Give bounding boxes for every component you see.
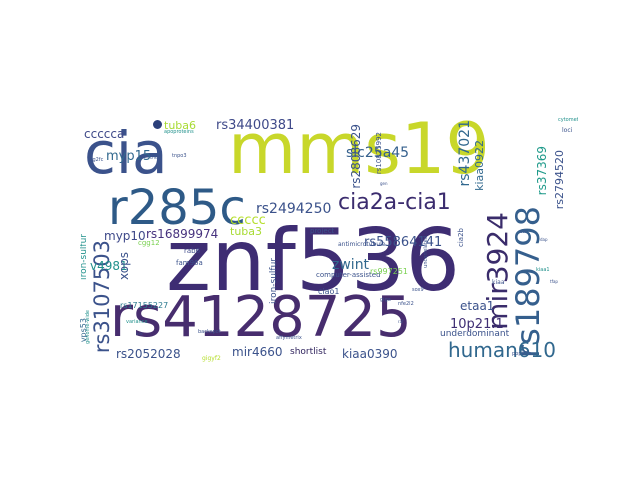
word-21: ccccc (230, 213, 266, 228)
word-73: lfa (256, 299, 261, 304)
word-54: log2fc (88, 157, 104, 163)
word-63: affymetrix (276, 335, 302, 341)
word-24: rs16899974 (146, 227, 219, 241)
word-22: tuba3 (230, 225, 263, 238)
word-1: mms19 (228, 110, 490, 190)
word-43: computer-assisted (316, 271, 381, 279)
word-7: cia2a-cia1 (338, 190, 451, 215)
word-28: xops (117, 252, 131, 280)
word-74: raf (398, 319, 404, 324)
word-42: iron-sulfur (269, 258, 279, 304)
word-9: rs3107503 (90, 240, 114, 354)
word-25: rs55864141 (364, 235, 443, 250)
word-67: cns (150, 155, 157, 160)
word-70: tfap (550, 279, 558, 284)
word-41: fam96a (176, 259, 203, 267)
word-55: apoproteins (164, 129, 194, 135)
word-34: underdominant (440, 329, 510, 339)
word-65: gigyf2 (202, 355, 221, 362)
word-40: rab6 (184, 247, 201, 255)
word-12: slc25a45 (346, 145, 410, 161)
word-57: cytometrie (558, 117, 578, 123)
word-58: loci (562, 127, 573, 134)
word-19: rs37369 (535, 146, 549, 196)
word-3: cia (84, 119, 168, 187)
word-61: variance (126, 319, 148, 325)
word-29: etaa1 (460, 299, 495, 313)
word-13: myp15 (106, 149, 152, 164)
word-14: ccccca (84, 127, 125, 141)
word-48: project (310, 227, 335, 235)
word-45: ciao1 (318, 287, 340, 296)
word-38: rs17155227 (120, 301, 169, 310)
word-62: backspot (198, 329, 221, 335)
word-23: myp10 (104, 229, 146, 243)
word-49: rs10825992 (375, 132, 383, 175)
word-39: cgg12 (138, 239, 160, 247)
word-11: rs34400381 (216, 118, 295, 133)
word-16: rs2808629 (349, 124, 363, 189)
word-50: giga (380, 297, 391, 303)
word-44: rs997251 (370, 267, 408, 276)
word-32: mir4660 (232, 345, 283, 359)
word-36: iron-sulfur (80, 234, 89, 280)
word-8: human610 (448, 338, 556, 362)
word-64: pppir3b (512, 351, 532, 357)
decorative-dot (153, 120, 162, 129)
word-27: v4981 (90, 259, 128, 273)
word-0: znf536 (166, 211, 461, 311)
word-53: uncorrelated (423, 236, 429, 268)
word-20: rs2794520 (553, 150, 566, 210)
word-5: rs189798 (509, 206, 547, 358)
word-69: dap (540, 237, 548, 242)
word-68: ccs (520, 229, 527, 234)
word-52: sox9 (412, 287, 424, 293)
word-33: kiaa0390 (342, 347, 398, 361)
word-46: antimicrotubule (338, 241, 386, 248)
word-72: gen (380, 181, 388, 186)
word-18: kiaa0922 (473, 140, 486, 191)
word-51: nfe2l2 (398, 301, 414, 307)
word-31: rs2052028 (116, 347, 181, 361)
word-35: shortlist (290, 347, 327, 357)
word-60: genome-wide (85, 310, 91, 344)
word-26: zwint (332, 257, 370, 273)
word-66: kiaa1 (536, 267, 550, 273)
word-30: 10p21.1 (450, 317, 504, 332)
word-4: r285c (108, 180, 246, 236)
word-71: aoc (136, 331, 144, 336)
word-17: rs437021 (457, 120, 473, 187)
word-10: rs2494250 (256, 201, 332, 217)
word-59: kiaa (492, 279, 505, 286)
word-47: cia2b (457, 228, 465, 247)
word-15: tuba6 (164, 119, 197, 132)
word-56: tnpo3 (172, 153, 187, 159)
word-cloud: znf536 mms19 rs4128725 cia r285c rs189798 mir3… (80, 110, 578, 366)
word-2: rs4128725 (110, 285, 412, 350)
